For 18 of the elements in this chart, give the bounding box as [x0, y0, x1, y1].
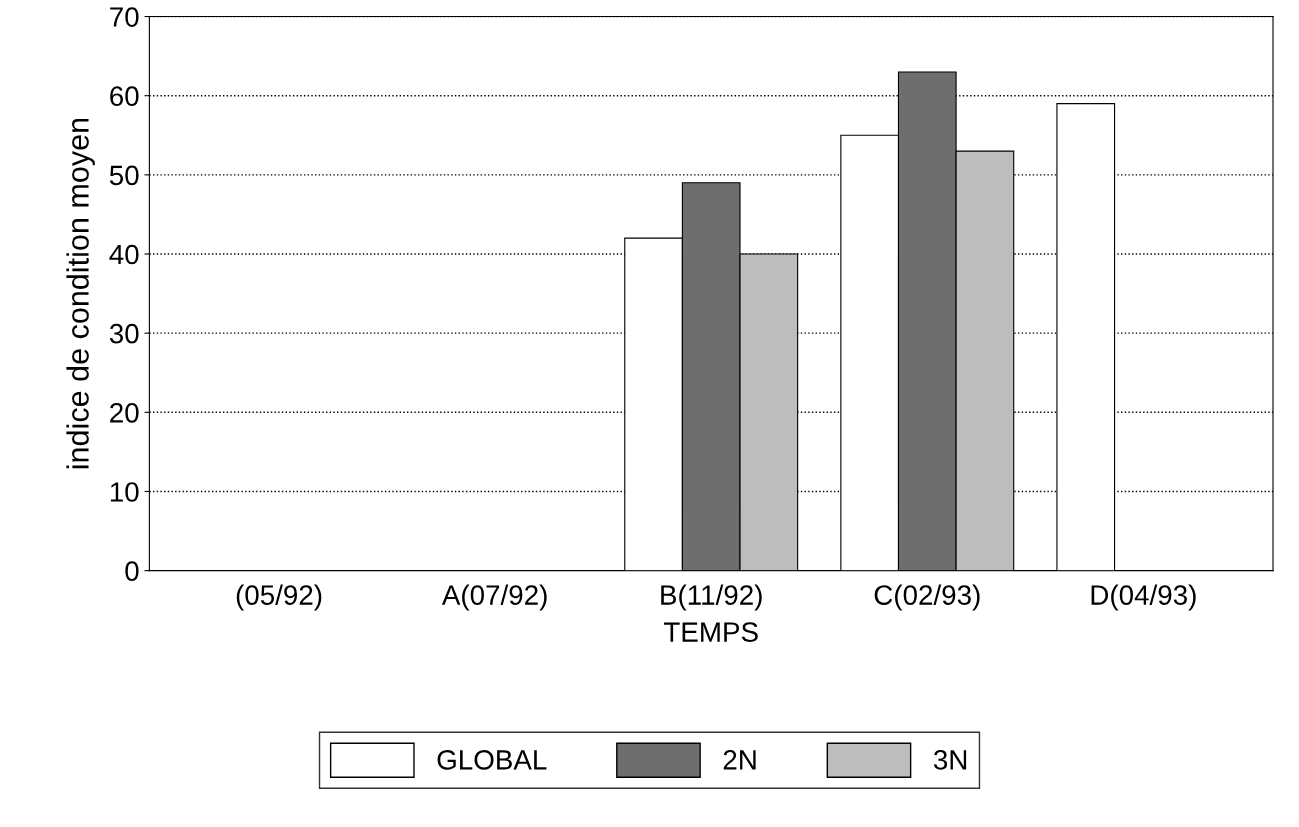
legend-label: 2N [723, 750, 756, 770]
x-tick-label: B(11/92) [661, 584, 762, 611]
legend-label: GLOBAL [437, 750, 547, 770]
x-tick-label: C(02/93) [874, 584, 980, 611]
y-tick-label: 20 [110, 402, 139, 423]
y-tick-label: 30 [109, 323, 139, 344]
legend-label: 3N [933, 750, 967, 770]
y-axis-title: indice de condition moyen [66, 118, 95, 469]
y-tick-label: 70 [110, 7, 139, 27]
x-axis-title: TEMPS [663, 622, 758, 642]
y-tick-label: 50 [109, 165, 139, 186]
y-tick-label: 60 [110, 86, 139, 107]
y-tick-label: 0 [125, 561, 139, 581]
x-tick-label: A(07/92) [441, 584, 547, 611]
x-tick-label: (05/92) [236, 584, 322, 611]
y-tick-label: 10 [110, 482, 139, 502]
y-tick-label: 40 [109, 244, 139, 265]
x-tick-label: D(04/93) [1091, 584, 1196, 611]
